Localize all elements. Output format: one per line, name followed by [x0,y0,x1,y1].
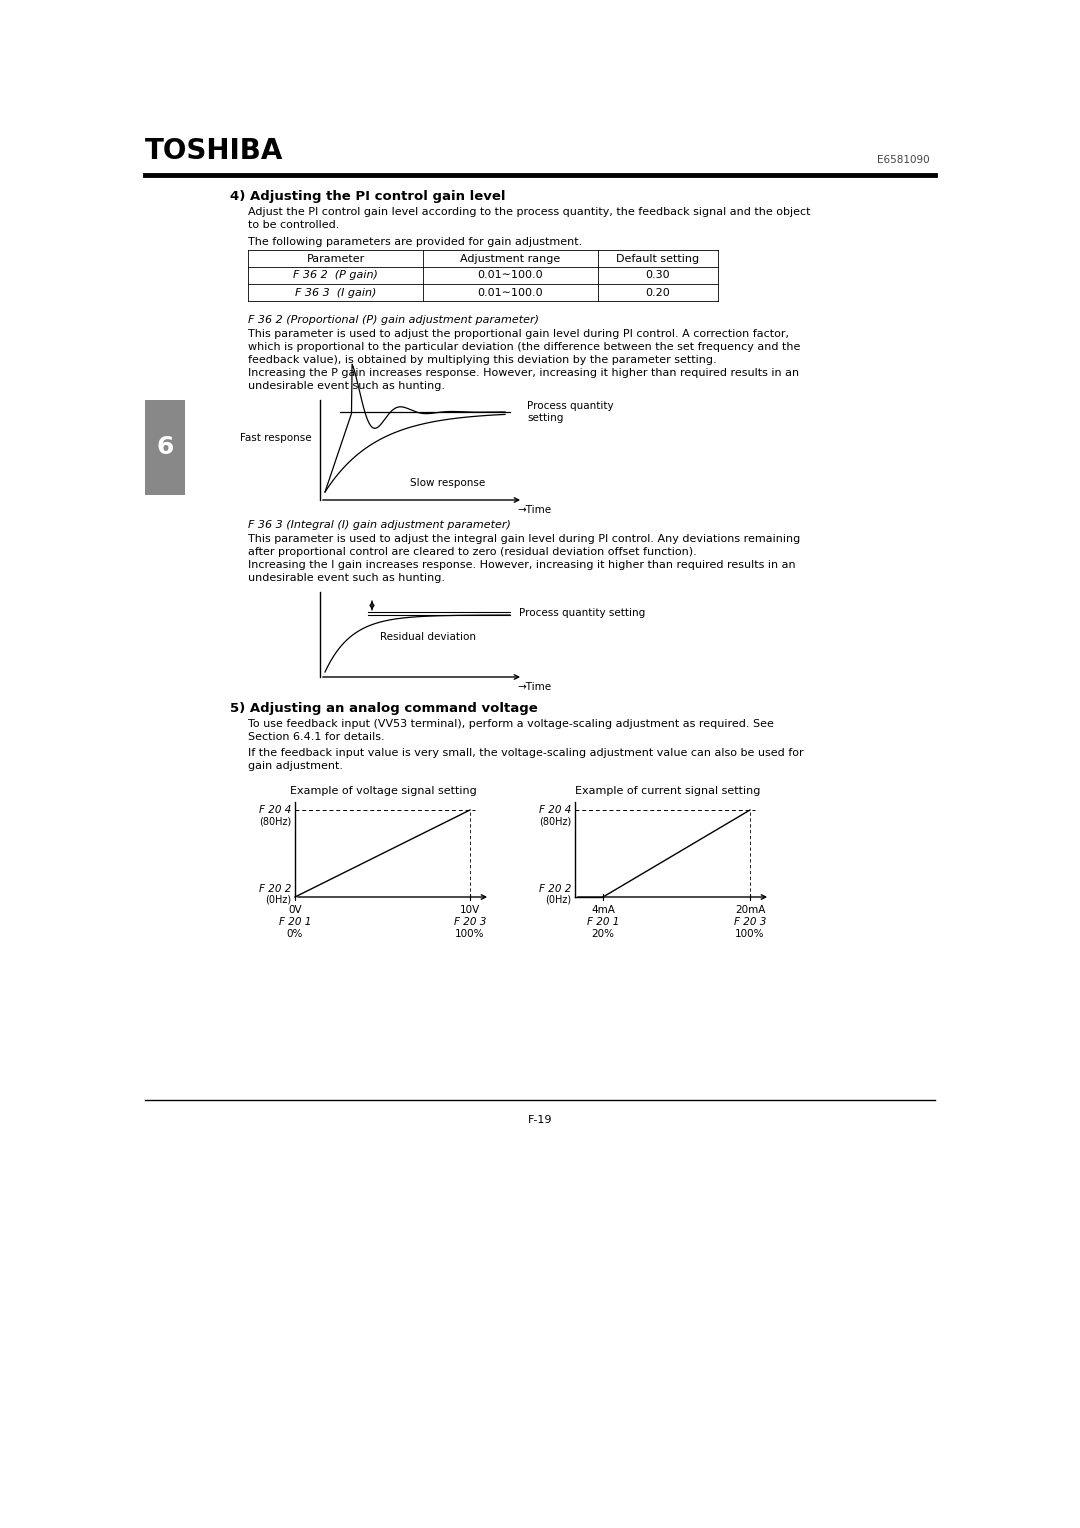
Text: 0.01∼100.0: 0.01∼100.0 [477,287,543,298]
Text: Increasing the I gain increases response. However, increasing it higher than req: Increasing the I gain increases response… [248,559,796,570]
Text: F 36 2  (P gain): F 36 2 (P gain) [293,270,378,281]
Text: which is proportional to the particular deviation (the difference between the se: which is proportional to the particular … [248,342,800,351]
Text: to be controlled.: to be controlled. [248,220,339,231]
Text: F 36 3 (Integral (I) gain adjustment parameter): F 36 3 (Integral (I) gain adjustment par… [248,520,511,530]
Text: TOSHIBA: TOSHIBA [145,138,283,165]
Text: 10V: 10V [460,905,481,915]
Text: Example of current signal setting: Example of current signal setting [575,785,760,796]
Text: This parameter is used to adjust the integral gain level during PI control. Any : This parameter is used to adjust the int… [248,533,800,544]
Text: undesirable event such as hunting.: undesirable event such as hunting. [248,573,445,584]
Text: (80Hz): (80Hz) [259,817,291,827]
Text: F 20 1: F 20 1 [279,917,311,927]
Text: F 20 2: F 20 2 [539,885,571,894]
Text: (80Hz): (80Hz) [539,817,571,827]
Text: F 20 4: F 20 4 [539,805,571,814]
Text: 0%: 0% [287,929,303,940]
Text: 100%: 100% [456,929,485,940]
Text: F-19: F-19 [528,1115,552,1125]
Text: 5) Adjusting an analog command voltage: 5) Adjusting an analog command voltage [230,701,538,715]
Text: 0.20: 0.20 [646,287,671,298]
Text: undesirable event such as hunting.: undesirable event such as hunting. [248,380,445,391]
Text: (0Hz): (0Hz) [545,894,571,905]
Text: Adjustment range: Adjustment range [460,254,561,263]
Text: Parameter: Parameter [307,254,365,263]
Text: The following parameters are provided for gain adjustment.: The following parameters are provided fo… [248,237,582,248]
Text: after proportional control are cleared to zero (residual deviation offset functi: after proportional control are cleared t… [248,547,697,558]
Text: F 20 3: F 20 3 [733,917,766,927]
Text: 0.30: 0.30 [646,270,671,281]
Text: 0.01∼100.0: 0.01∼100.0 [477,270,543,281]
Text: Slow response: Slow response [410,478,485,487]
Text: 20%: 20% [592,929,615,940]
Text: feedback value), is obtained by multiplying this deviation by the parameter sett: feedback value), is obtained by multiply… [248,354,717,365]
Text: Default setting: Default setting [617,254,700,263]
Text: 0V: 0V [288,905,301,915]
Text: E6581090: E6581090 [877,154,930,165]
Text: Process quantity setting: Process quantity setting [519,608,645,617]
Text: F 20 1: F 20 1 [586,917,619,927]
Text: (0Hz): (0Hz) [265,894,291,905]
Text: →Time: →Time [517,681,551,692]
Text: →Time: →Time [517,504,551,515]
Text: 20mA: 20mA [734,905,766,915]
Text: F 20 3: F 20 3 [454,917,486,927]
Text: 6: 6 [157,435,174,460]
Text: Example of voltage signal setting: Example of voltage signal setting [291,785,476,796]
Text: Fast response: Fast response [241,432,312,443]
Text: Residual deviation: Residual deviation [380,633,476,642]
Text: 4mA: 4mA [591,905,615,915]
Bar [145,400,185,495]
Text: F 20 2: F 20 2 [258,885,291,894]
Text: F 20 4: F 20 4 [258,805,291,814]
Text: Adjust the PI control gain level according to the process quantity, the feedback: Adjust the PI control gain level accordi… [248,206,810,217]
Text: F 36 3  (I gain): F 36 3 (I gain) [295,287,376,298]
Text: Increasing the P gain increases response. However, increasing it higher than req: Increasing the P gain increases response… [248,368,799,377]
Text: 100%: 100% [735,929,765,940]
Text: This parameter is used to adjust the proportional gain level during PI control. : This parameter is used to adjust the pro… [248,329,789,339]
Text: Section 6.4.1 for details.: Section 6.4.1 for details. [248,732,384,743]
Text: Process quantity
setting: Process quantity setting [527,400,613,423]
Text: If the feedback input value is very small, the voltage-scaling adjustment value : If the feedback input value is very smal… [248,749,804,758]
Text: gain adjustment.: gain adjustment. [248,761,343,772]
Text: 4) Adjusting the PI control gain level: 4) Adjusting the PI control gain level [230,189,505,203]
Text: To use feedback input (VV53 terminal), perform a voltage-scaling adjustment as r: To use feedback input (VV53 terminal), p… [248,720,774,729]
Text: F 36 2 (Proportional (P) gain adjustment parameter): F 36 2 (Proportional (P) gain adjustment… [248,315,539,325]
